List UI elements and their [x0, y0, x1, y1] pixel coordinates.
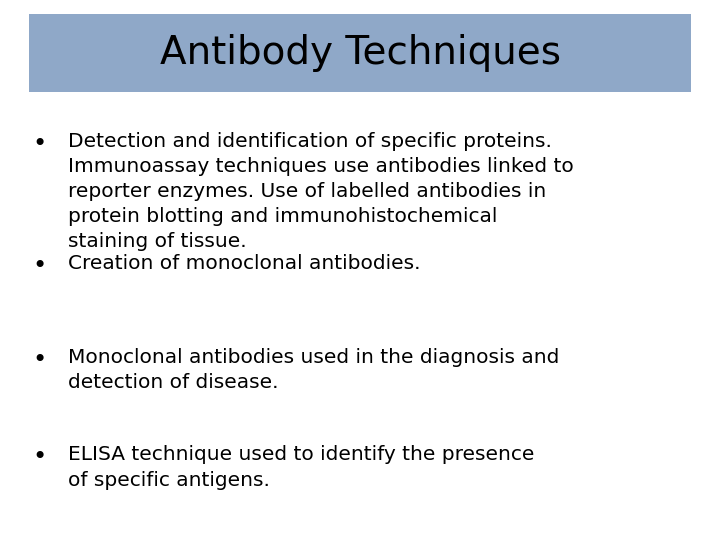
FancyBboxPatch shape [29, 14, 691, 92]
Text: •: • [32, 132, 47, 156]
Text: •: • [32, 348, 47, 372]
Text: •: • [32, 446, 47, 469]
Text: Detection and identification of specific proteins.
Immunoassay techniques use an: Detection and identification of specific… [68, 132, 574, 251]
Text: Creation of monoclonal antibodies.: Creation of monoclonal antibodies. [68, 254, 421, 273]
Text: •: • [32, 254, 47, 278]
Text: ELISA technique used to identify the presence
of specific antigens.: ELISA technique used to identify the pre… [68, 446, 535, 489]
Text: Monoclonal antibodies used in the diagnosis and
detection of disease.: Monoclonal antibodies used in the diagno… [68, 348, 559, 392]
Text: Antibody Techniques: Antibody Techniques [160, 33, 560, 72]
